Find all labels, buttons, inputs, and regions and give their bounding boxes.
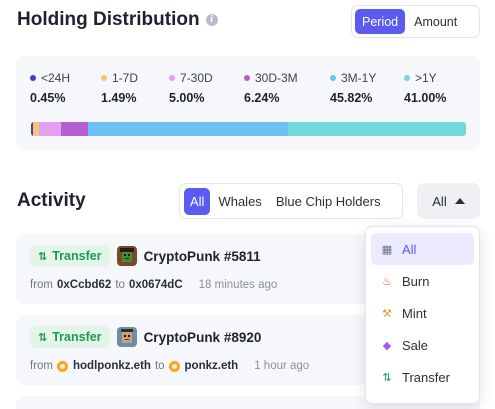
period-toggle-button[interactable]: Period bbox=[355, 9, 406, 34]
timestamp: 18 minutes ago bbox=[198, 279, 278, 291]
legend-percent: 41.00% bbox=[404, 91, 447, 105]
legend-item: <24H 0.45% bbox=[30, 70, 101, 105]
activity-filter: All Whales Blue Chip Holders bbox=[179, 183, 403, 219]
menu-item-sale[interactable]: ◆ Sale bbox=[371, 329, 474, 361]
menu-item-label: Burn bbox=[402, 273, 430, 289]
filter-all-button[interactable]: All bbox=[184, 187, 211, 215]
filter-blue-chip-holders-button[interactable]: Blue Chip Holders bbox=[275, 193, 381, 209]
transfer-tag: ⇅ Transfer bbox=[30, 245, 110, 267]
activity-type-dropdown[interactable]: All bbox=[417, 183, 480, 219]
cryptopunk-avatar[interactable] bbox=[116, 327, 137, 347]
legend-dot-icon bbox=[330, 75, 336, 81]
holding-distribution-title: Holding Distribution i bbox=[17, 9, 218, 31]
activity-title: Activity bbox=[17, 190, 86, 211]
menu-item-label: Sale bbox=[402, 337, 429, 353]
distribution-segment bbox=[287, 122, 466, 136]
legend-percent: 0.45% bbox=[30, 91, 66, 105]
tag-icon: ◆ bbox=[382, 338, 392, 352]
legend-label: 1-7D bbox=[112, 71, 139, 85]
distribution-legend: <24H 0.45% 1-7D 1.49% 7-30D 5.00% 30D-3M 6.24% 3… bbox=[30, 70, 466, 105]
ens-icon bbox=[168, 360, 180, 372]
from-address[interactable]: hodlponkz.eth bbox=[73, 360, 151, 372]
ens-icon bbox=[57, 360, 68, 372]
transfer-icon: ⇅ bbox=[38, 330, 48, 344]
menu-item-mint[interactable]: ⚒ Mint bbox=[371, 297, 474, 329]
info-icon[interactable]: i bbox=[205, 14, 218, 26]
legend-item: 30D-3M 6.24% bbox=[244, 70, 330, 105]
distribution-segment bbox=[88, 122, 288, 136]
legend-percent: 45.82% bbox=[330, 91, 373, 105]
menu-item-label: Mint bbox=[402, 305, 427, 321]
transfer-icon: ⇅ bbox=[382, 370, 392, 384]
legend-label: 30D-3M bbox=[255, 71, 298, 85]
hammer-icon: ⚒ bbox=[382, 306, 392, 320]
timestamp: 1 hour ago bbox=[254, 360, 310, 372]
menu-item-label: Transfer bbox=[402, 369, 450, 385]
flame-icon: ♨ bbox=[382, 274, 392, 288]
to-address[interactable]: ponkz.eth bbox=[184, 360, 239, 372]
menu-item-burn[interactable]: ♨ Burn bbox=[371, 265, 474, 297]
period-amount-toggle: Period Amount bbox=[351, 5, 480, 38]
legend-dot-icon bbox=[404, 75, 410, 81]
distribution-segment bbox=[31, 122, 33, 136]
legend-dot-icon bbox=[30, 75, 36, 81]
distribution-card: <24H 0.45% 1-7D 1.49% 7-30D 5.00% 30D-3M 6.24% 3… bbox=[16, 56, 480, 150]
nft-name[interactable]: CryptoPunk #8920 bbox=[143, 329, 262, 345]
holding-distribution-title-text: Holding Distribution bbox=[17, 9, 200, 30]
from-address[interactable]: 0xCcbd62 bbox=[57, 279, 112, 291]
legend-dot-icon bbox=[244, 75, 250, 81]
menu-item-label: All bbox=[402, 241, 417, 257]
transfer-tag: ⇅ Transfer bbox=[30, 326, 110, 348]
from-label: from bbox=[30, 360, 53, 372]
distribution-segment bbox=[39, 122, 62, 136]
distribution-segment bbox=[32, 122, 40, 136]
activity-type-dropdown-label: All bbox=[432, 193, 447, 209]
to-label: to bbox=[154, 360, 165, 372]
legend-percent: 5.00% bbox=[169, 91, 205, 105]
legend-dot-icon bbox=[169, 75, 175, 81]
transfer-icon: ⇅ bbox=[38, 249, 48, 263]
tag-label: Transfer bbox=[52, 330, 102, 344]
activity-row[interactable] bbox=[16, 396, 480, 409]
legend-dot-icon bbox=[101, 75, 107, 81]
legend-percent: 6.24% bbox=[244, 91, 280, 105]
legend-item: >1Y 41.00% bbox=[404, 70, 462, 105]
grid-icon: ▦ bbox=[381, 242, 393, 256]
caret-up-icon bbox=[454, 198, 465, 204]
legend-label: >1Y bbox=[415, 71, 437, 85]
amount-toggle-button[interactable]: Amount bbox=[414, 14, 458, 29]
legend-percent: 1.49% bbox=[101, 91, 137, 105]
legend-item: 7-30D 5.00% bbox=[169, 70, 244, 105]
filter-whales-button[interactable]: Whales bbox=[218, 193, 262, 209]
legend-label: 3M-1Y bbox=[341, 71, 377, 85]
activity-type-menu: ▦ All ♨ Burn ⚒ Mint ◆ Sale ⇅ Transfer bbox=[365, 226, 480, 404]
legend-label: <24H bbox=[41, 71, 71, 85]
legend-item: 1-7D 1.49% bbox=[101, 70, 169, 105]
menu-item-all[interactable]: ▦ All bbox=[371, 233, 474, 265]
to-address[interactable]: 0x0674dC bbox=[128, 279, 183, 291]
distribution-segment bbox=[61, 122, 89, 136]
tag-label: Transfer bbox=[52, 249, 102, 263]
cryptopunk-avatar[interactable] bbox=[116, 246, 137, 266]
from-label: from bbox=[30, 279, 53, 291]
distribution-bar bbox=[31, 122, 466, 136]
nft-name[interactable]: CryptoPunk #5811 bbox=[143, 248, 261, 264]
legend-label: 7-30D bbox=[180, 71, 213, 85]
menu-item-transfer[interactable]: ⇅ Transfer bbox=[371, 361, 474, 393]
legend-item: 3M-1Y 45.82% bbox=[330, 70, 404, 105]
to-label: to bbox=[115, 279, 125, 291]
